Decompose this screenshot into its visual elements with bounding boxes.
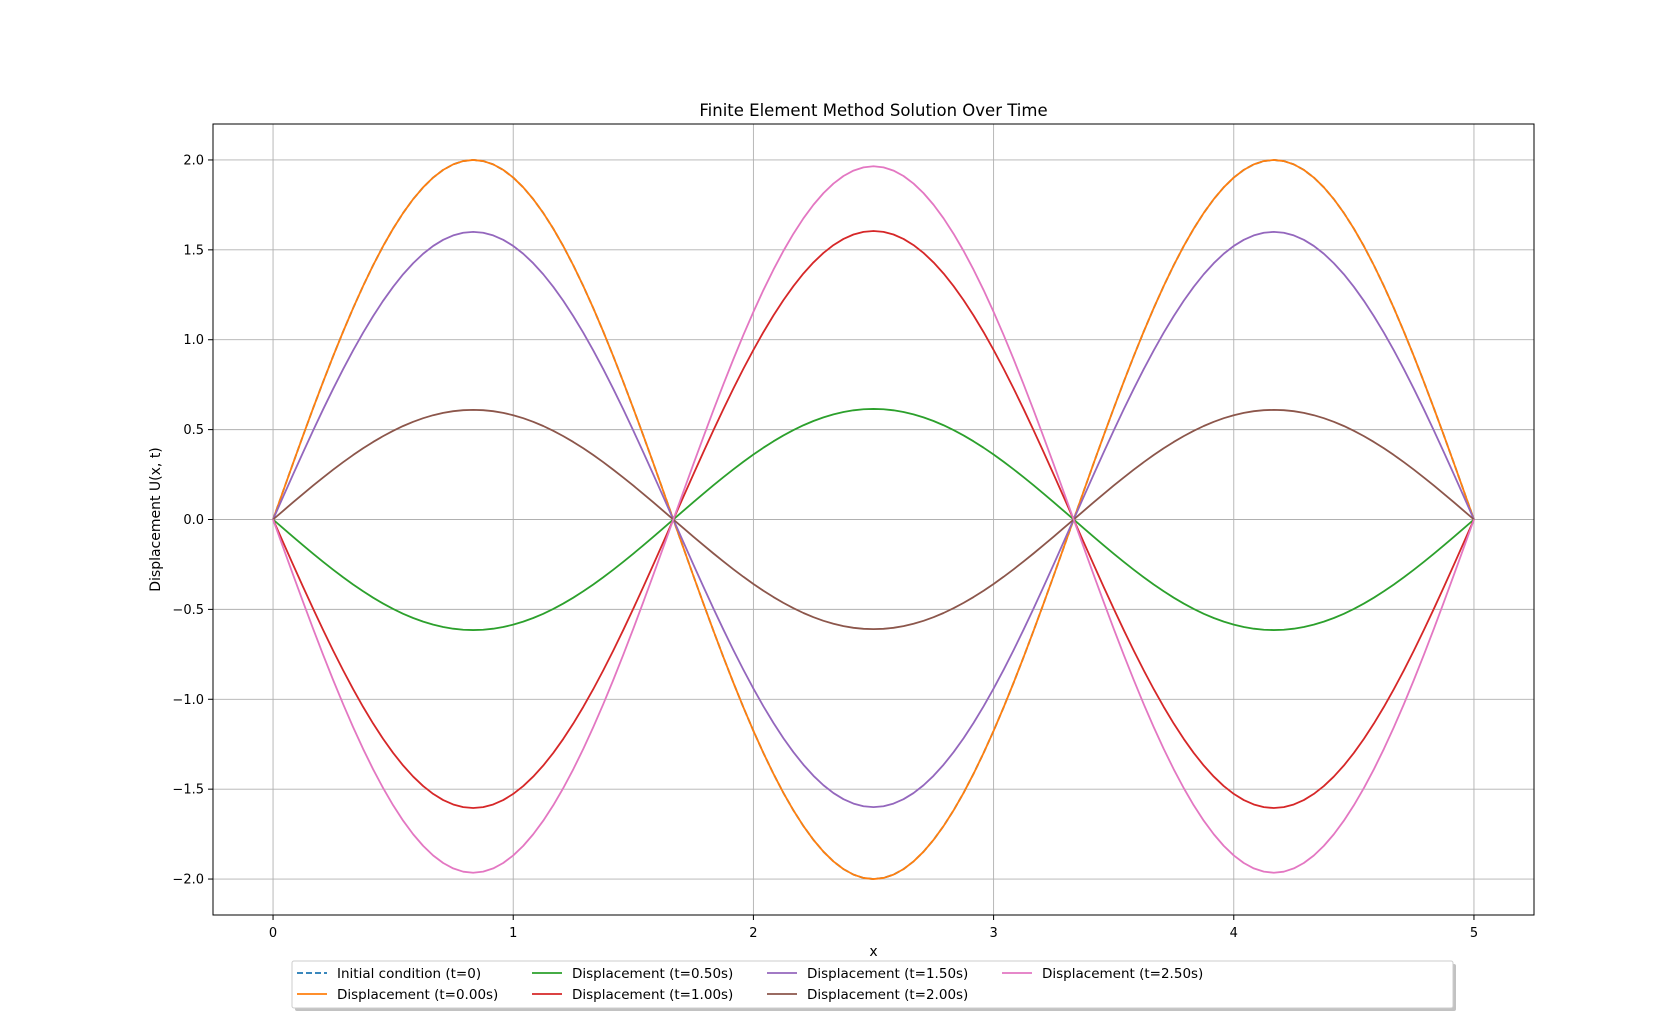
chart-title: Finite Element Method Solution Over Time [699,101,1047,120]
y-tick-label: −1.5 [172,783,204,798]
x-axis-label: x [869,944,877,960]
y-tick-label: 1.5 [183,243,204,258]
legend-label-2: Displacement (t=0.50s) [572,966,733,982]
legend-label-1: Displacement (t=0.00s) [337,987,498,1003]
y-axis-label: Displacement U(x, t) [148,447,164,592]
y-tick-label: 0.5 [183,423,204,438]
legend-label-5: Displacement (t=2.00s) [807,987,968,1003]
legend-label-3: Displacement (t=1.00s) [572,987,733,1003]
legend-label-6: Displacement (t=2.50s) [1042,966,1203,982]
y-tick-label: −2.0 [172,873,204,888]
x-tick-label: 0 [269,926,277,941]
y-tick-label: 1.0 [183,333,204,348]
legend-label-0: Initial condition (t=0) [337,966,481,982]
y-tick-label: −1.0 [172,693,204,708]
legend-label-4: Displacement (t=1.50s) [807,966,968,982]
y-tick-label: 0.0 [183,513,204,528]
y-tick-label: 2.0 [183,153,204,168]
x-tick-label: 2 [749,926,757,941]
x-tick-label: 5 [1470,926,1478,941]
x-tick-label: 3 [989,926,997,941]
x-tick-label: 1 [509,926,517,941]
legend: Initial condition (t=0) Displacement (t=0… [292,961,1456,1011]
y-tick-label: −0.5 [172,603,204,618]
x-tick-label: 4 [1230,926,1238,941]
